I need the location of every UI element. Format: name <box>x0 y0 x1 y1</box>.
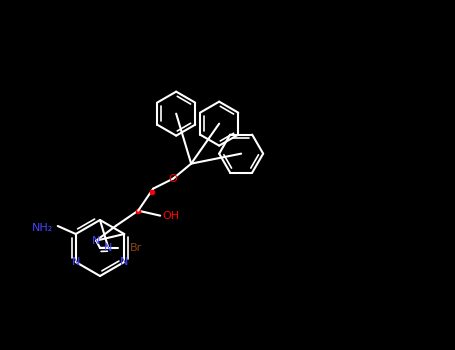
Text: N: N <box>120 257 128 267</box>
Text: N: N <box>92 236 101 246</box>
Text: N: N <box>104 243 112 253</box>
Text: NH₂: NH₂ <box>31 223 53 233</box>
Text: OH: OH <box>162 211 179 220</box>
Text: N: N <box>71 257 80 267</box>
Text: O: O <box>169 174 177 184</box>
Text: Br: Br <box>130 243 142 253</box>
